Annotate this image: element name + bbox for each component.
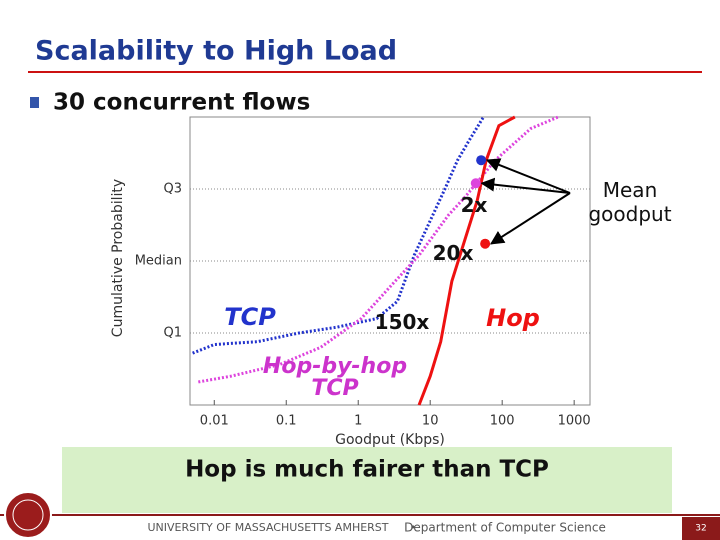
series-line [417, 115, 516, 406]
footer-department: Department of Computer Science [404, 521, 606, 535]
x-tick-label: 0.01 [200, 414, 229, 429]
series-label: Hop [486, 304, 540, 332]
y-tick-label: Q1 [163, 326, 182, 341]
mean-arrow [489, 192, 571, 245]
bullet-icon [30, 97, 39, 108]
y-tick-label: Q3 [163, 182, 182, 197]
y-axis-label: Cumulative Probability [110, 179, 126, 337]
slide-title: Scalability to High Load [35, 36, 397, 67]
x-tick-label: 1000 [558, 414, 591, 429]
footer-university: UNIVERSITY OF MASSACHUSETTS AMHERST [147, 521, 388, 534]
logo-ring [12, 499, 44, 531]
series-line [192, 116, 485, 355]
x-tick-label: 10 [422, 414, 439, 429]
x-tick-label: 1 [354, 414, 362, 429]
conclusion-text: Hop is much fairer than TCP [185, 457, 549, 483]
mean-dot [480, 238, 491, 249]
x-tick-label: 100 [490, 414, 515, 429]
annotation: 150x [374, 310, 430, 334]
y-tick-label: Median [135, 254, 182, 269]
annotation: 2x [460, 193, 488, 217]
x-axis-label: Goodput (Kbps) [335, 432, 445, 448]
x-tick-label: 0.1 [276, 414, 297, 429]
page-badge [682, 517, 720, 540]
mean-dot [470, 178, 481, 189]
series-label: Hop-by-hop TCP [262, 354, 408, 401]
series-label: TCP [224, 303, 276, 331]
annotation: 20x [432, 241, 474, 265]
bullet-text: 30 concurrent flows [53, 90, 310, 116]
footer-separator: • [410, 521, 417, 534]
logo [4, 491, 52, 539]
page-number: 32 [695, 524, 706, 534]
mean-arrow [485, 158, 571, 194]
mean-arrow [480, 177, 571, 194]
annotation: Mean goodput [588, 178, 672, 226]
mean-dot [476, 155, 487, 166]
conclusion-box [62, 447, 672, 513]
